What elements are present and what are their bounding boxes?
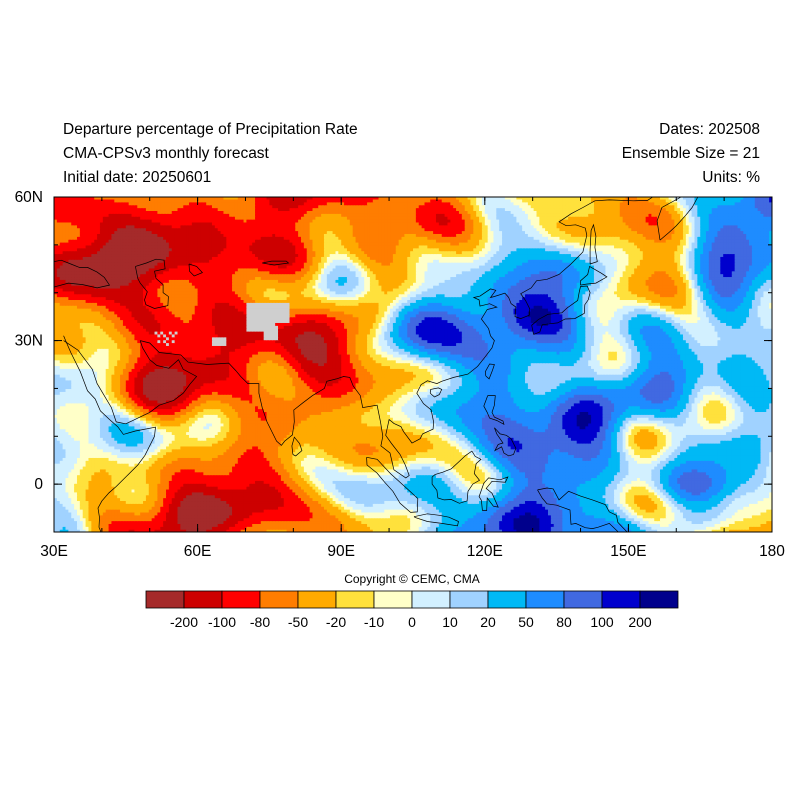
- lon-tick-label: 90E: [327, 543, 355, 560]
- lat-tick-label: 30N: [15, 333, 43, 350]
- lon-tick-label: 60E: [184, 543, 212, 560]
- title-block-right: Dates: 202508 Ensemble Size = 21 Units: …: [622, 118, 760, 190]
- coastlines: [54, 197, 699, 532]
- ensemble-size: Ensemble Size = 21: [622, 142, 760, 166]
- lon-tick-label: 30E: [40, 543, 68, 560]
- map-frame: [53, 196, 773, 533]
- copyright-text: Copyright © CEMC, CMA: [0, 572, 800, 586]
- title-block-left: Departure percentage of Precipitation Ra…: [63, 118, 358, 190]
- lon-tick-label: 120E: [467, 543, 503, 560]
- chart-title: Departure percentage of Precipitation Ra…: [63, 118, 358, 142]
- axis-ticks: [53, 196, 773, 533]
- lat-tick-label: 60N: [15, 189, 43, 206]
- forecast-dates: Dates: 202508: [622, 118, 760, 142]
- initial-date: Initial date: 20250601: [63, 166, 358, 190]
- lon-tick-label: 150E: [610, 543, 646, 560]
- anomaly-field: [54, 197, 772, 532]
- lat-tick-label: 0: [34, 476, 43, 493]
- units-label: Units: %: [622, 166, 760, 190]
- lon-tick-label: 180: [759, 543, 785, 560]
- model-name: CMA-CPSv3 monthly forecast: [63, 142, 358, 166]
- axis-tick-labels: 30E 60E 90E 120E 150E 180 60N 30N 0: [15, 189, 786, 560]
